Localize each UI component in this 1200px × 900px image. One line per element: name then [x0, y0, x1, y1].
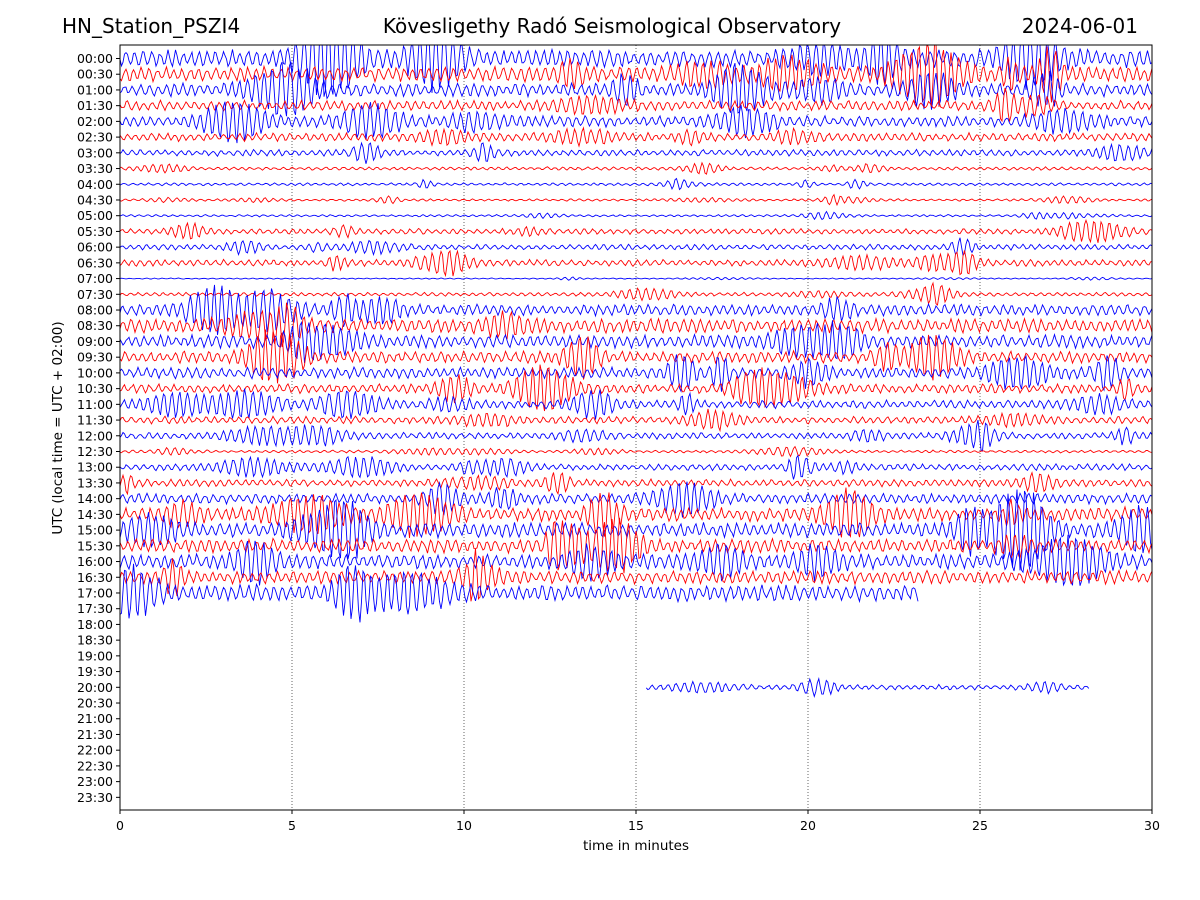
- trace-1230: [120, 445, 1152, 458]
- y-tick-label: 12:30: [77, 444, 113, 459]
- y-tick-label: 10:00: [77, 365, 113, 380]
- x-tick-label: 5: [288, 818, 296, 833]
- trace-0100: [120, 61, 1152, 117]
- y-tick-label: 18:30: [77, 633, 113, 648]
- y-tick-label: 14:00: [77, 491, 113, 506]
- y-tick-label: 05:30: [77, 224, 113, 239]
- y-tick-label: 22:30: [77, 758, 113, 773]
- y-tick-label: 02:30: [77, 130, 113, 145]
- trace-1400: [120, 481, 1152, 518]
- trace-0630: [120, 249, 1152, 278]
- y-tick-label: 17:30: [77, 601, 113, 616]
- y-tick-label: 10:30: [77, 381, 113, 396]
- y-tick-label: 00:00: [77, 51, 113, 66]
- trace-1030: [120, 364, 1152, 412]
- y-axis: 00:0000:3001:0001:3002:0002:3003:0003:30…: [77, 51, 120, 805]
- trace-1130: [120, 408, 1152, 433]
- y-tick-label: 05:00: [77, 208, 113, 223]
- y-tick-label: 21:30: [77, 727, 113, 742]
- x-tick-label: 20: [800, 818, 816, 833]
- y-tick-label: 13:30: [77, 475, 113, 490]
- trace-1000: [120, 354, 1152, 393]
- y-tick-label: 11:00: [77, 397, 113, 412]
- trace-0900: [120, 320, 1152, 364]
- trace-1630: [120, 548, 1152, 602]
- trace-1600: [120, 534, 1152, 587]
- y-tick-label: 12:00: [77, 428, 113, 443]
- trace-2000: [645, 677, 1090, 698]
- y-tick-label: 15:30: [77, 538, 113, 553]
- y-tick-label: 16:30: [77, 570, 113, 585]
- trace-0830: [120, 302, 1152, 348]
- y-tick-label: 20:00: [77, 680, 113, 695]
- x-tick-label: 0: [116, 818, 124, 833]
- trace-0330: [120, 161, 1152, 175]
- trace-1700: [120, 563, 919, 623]
- y-tick-label: 03:00: [77, 145, 113, 160]
- trace-0700: [120, 276, 1152, 281]
- y-tick-label: 04:00: [77, 177, 113, 192]
- chart-date: 2024-06-01: [1021, 14, 1138, 38]
- trace-0430: [120, 193, 1152, 207]
- trace-0800: [120, 284, 1152, 335]
- y-tick-label: 17:00: [77, 585, 113, 600]
- x-tick-label: 10: [456, 818, 472, 833]
- y-tick-label: 18:00: [77, 617, 113, 632]
- trace-0730: [120, 281, 1152, 306]
- trace-0230: [120, 126, 1152, 148]
- y-tick-label: 08:00: [77, 303, 113, 318]
- y-tick-label: 23:30: [77, 790, 113, 805]
- grid-lines: [291, 45, 981, 810]
- y-tick-label: 07:30: [77, 287, 113, 302]
- trace-1300: [120, 454, 1152, 480]
- trace-1330: [120, 471, 1152, 496]
- y-tick-label: 02:00: [77, 114, 113, 129]
- y-tick-label: 14:30: [77, 507, 113, 522]
- trace-layer: [120, 45, 1152, 698]
- trace-1200: [120, 419, 1152, 452]
- trace-1100: [120, 388, 1152, 420]
- trace-0930: [120, 329, 1152, 384]
- y-tick-label: 08:30: [77, 318, 113, 333]
- trace-0500: [120, 210, 1152, 221]
- trace-1430: [120, 487, 1152, 538]
- y-tick-label: 11:30: [77, 413, 113, 428]
- y-tick-label: 00:30: [77, 67, 113, 82]
- y-tick-label: 06:00: [77, 240, 113, 255]
- x-axis: 0 5 10 15 20 25 30: [116, 810, 1160, 833]
- trace-0130: [120, 87, 1152, 123]
- y-tick-label: 19:00: [77, 648, 113, 663]
- x-tick-label: 30: [1144, 818, 1160, 833]
- y-tick-label: 01:30: [77, 98, 113, 113]
- x-axis-label: time in minutes: [583, 838, 689, 854]
- y-tick-label: 01:00: [77, 82, 113, 97]
- y-tick-label: 22:00: [77, 743, 113, 758]
- y-tick-label: 09:00: [77, 334, 113, 349]
- trace-0400: [120, 177, 1152, 191]
- y-axis-label: UTC (local time = UTC + 02:00): [50, 321, 66, 534]
- trace-0530: [120, 218, 1152, 244]
- y-tick-label: 13:00: [77, 460, 113, 475]
- y-tick-label: 16:00: [77, 554, 113, 569]
- x-tick-label: 15: [628, 818, 644, 833]
- trace-0200: [120, 101, 1152, 144]
- trace-1530: [120, 517, 1152, 574]
- y-tick-label: 20:30: [77, 696, 113, 711]
- station-name: HN_Station_PSZI4: [62, 14, 241, 38]
- y-tick-label: 04:30: [77, 192, 113, 207]
- trace-0300: [120, 141, 1152, 164]
- y-tick-label: 15:00: [77, 523, 113, 538]
- y-tick-label: 09:30: [77, 350, 113, 365]
- trace-0000: [120, 45, 1152, 97]
- chart-title: Kövesligethy Radó Seismological Observat…: [382, 14, 842, 38]
- y-tick-label: 19:30: [77, 664, 113, 679]
- y-tick-label: 06:30: [77, 255, 113, 270]
- y-tick-label: 03:30: [77, 161, 113, 176]
- y-tick-label: 07:00: [77, 271, 113, 286]
- x-tick-label: 25: [972, 818, 988, 833]
- trace-0600: [120, 237, 1152, 257]
- y-tick-label: 23:00: [77, 774, 113, 789]
- y-tick-label: 21:00: [77, 711, 113, 726]
